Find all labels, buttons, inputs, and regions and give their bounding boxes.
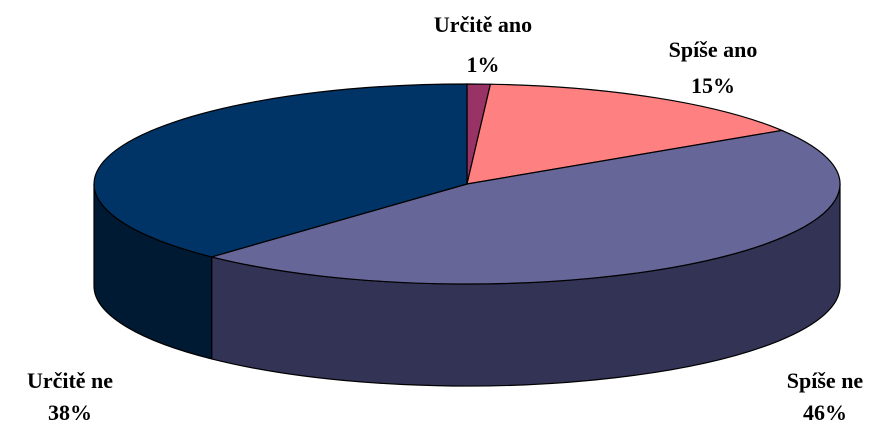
- slice-label: Určitě ano: [434, 12, 532, 37]
- slice-value-label: 1%: [467, 52, 500, 77]
- slice-value-label: 15%: [691, 73, 735, 98]
- slice-label: Spíše ne: [787, 368, 864, 393]
- slice-value-label: 38%: [48, 400, 92, 425]
- slice-value-label: 46%: [803, 400, 847, 425]
- slice: [466, 83, 785, 185]
- slice: [93, 83, 468, 258]
- slice-label: Spíše ano: [669, 37, 758, 62]
- slice-label: Určitě ne: [27, 368, 113, 393]
- slice: [209, 129, 841, 285]
